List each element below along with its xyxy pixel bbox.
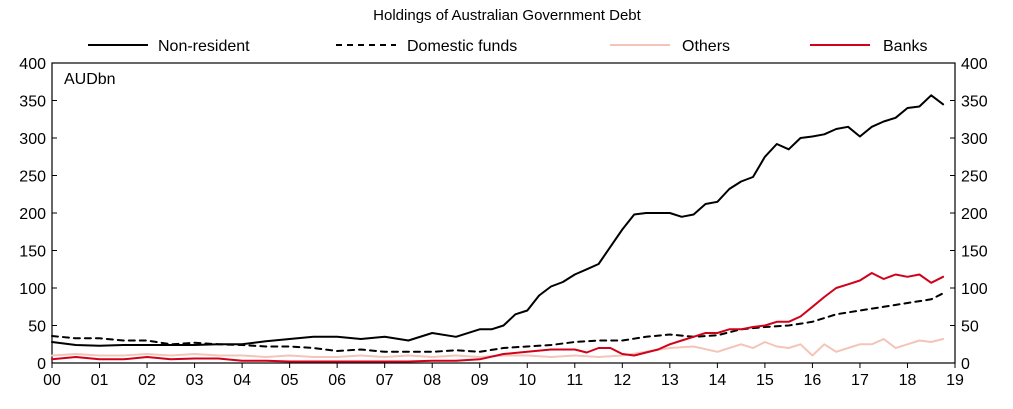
y-tick-label-left: 100	[19, 281, 46, 298]
x-tick-label: 02	[138, 372, 156, 389]
series-line-others	[51, 338, 945, 358]
y-tick-label-right: 350	[961, 94, 988, 111]
y-tick-label-right: 200	[961, 206, 988, 223]
x-tick-label: 12	[613, 372, 631, 389]
y-tick-label-left: 250	[19, 169, 46, 186]
x-tick-label: 10	[518, 372, 536, 389]
x-tick-label: 05	[281, 372, 299, 389]
series-line-banks	[51, 272, 945, 363]
y-tick-label-right: 150	[961, 244, 988, 261]
x-tick-label: 13	[661, 372, 679, 389]
x-tick-label: 15	[756, 372, 774, 389]
y-axis: 0 0 50 50 100 100 150 150 200 200 250 250 300 300 350 3…	[19, 56, 988, 373]
x-tick-label: 18	[899, 372, 917, 389]
y-tick-label-left: 200	[19, 206, 46, 223]
series-line-non-resident	[51, 94, 945, 347]
y-tick-label-right: 100	[961, 281, 988, 298]
y-tick-label-left: 0	[37, 356, 46, 373]
y-tick-label-left: 350	[19, 94, 46, 111]
x-tick-label: 11	[566, 372, 583, 389]
x-tick-label: 08	[423, 372, 441, 389]
y-tick-label-left: 400	[19, 56, 46, 73]
x-tick-label: 06	[328, 372, 346, 389]
y-tick-label-right: 250	[961, 169, 988, 186]
y-tick-label-right: 0	[961, 356, 970, 373]
x-tick-label: 01	[91, 372, 109, 389]
series-group	[51, 94, 945, 363]
legend: Non-resident Domestic funds Others Banks	[88, 38, 927, 55]
chart-title: Holdings of Australian Government Debt	[373, 7, 641, 24]
x-tick-label: 04	[233, 372, 251, 389]
legend-label-domestic-funds: Domestic funds	[407, 38, 517, 55]
series-line-domestic-funds	[51, 292, 945, 353]
x-tick-label: 03	[186, 372, 204, 389]
y-tick-label-left: 300	[19, 131, 46, 148]
x-tick-label: 09	[471, 372, 489, 389]
x-tick-label: 16	[804, 372, 822, 389]
legend-label-others: Others	[682, 38, 730, 55]
y-tick-label-right: 50	[961, 319, 979, 336]
y-tick-label-left: 150	[19, 244, 46, 261]
legend-label-non-resident: Non-resident	[158, 38, 250, 55]
x-tick-label: 14	[708, 372, 726, 389]
x-tick-label: 00	[43, 372, 61, 389]
y-tick-label-right: 300	[961, 131, 988, 148]
x-tick-label: 19	[946, 372, 964, 389]
unit-label: AUDbn	[64, 71, 116, 88]
y-tick-label-right: 400	[961, 56, 988, 73]
x-tick-label: 17	[851, 372, 869, 389]
y-tick-label-left: 50	[28, 319, 46, 336]
x-axis: 00 01 02 03 04 05 06 07 08 09 10 11 12 13 14 15 16 17 18 19	[43, 363, 964, 389]
plot-frame	[51, 62, 956, 364]
legend-label-banks: Banks	[883, 38, 927, 55]
x-tick-label: 07	[376, 372, 394, 389]
